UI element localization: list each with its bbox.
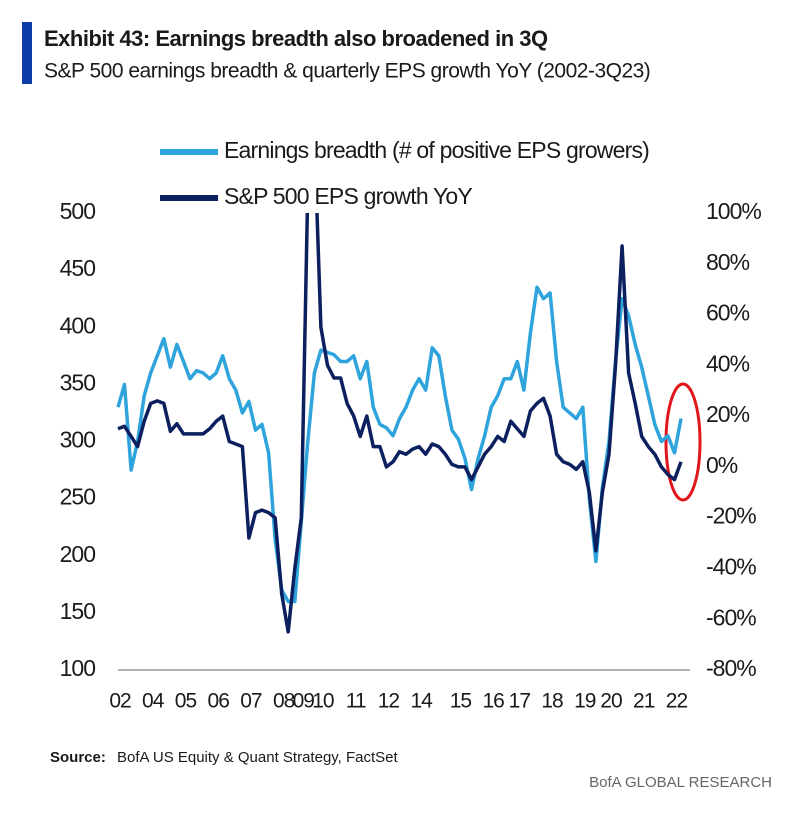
x-tick-label: 10 — [312, 690, 334, 713]
x-tick-label: 02 — [109, 690, 131, 713]
y2-tick-label: -60% — [706, 604, 756, 630]
x-tick-label: 19 — [574, 690, 596, 713]
legend-label: S&P 500 EPS growth YoY — [224, 183, 472, 209]
y2-tick-label: -20% — [706, 503, 756, 529]
x-tick-label: 08 — [273, 690, 295, 713]
source-label: Source: — [50, 749, 106, 766]
y2-tick-label: -40% — [706, 554, 756, 580]
highlight-ellipse — [664, 382, 702, 502]
y2-tick-label: 80% — [706, 249, 750, 275]
x-tick-label: 22 — [666, 690, 688, 713]
y2-tick-label: 40% — [706, 350, 750, 376]
y-tick-label: 300 — [60, 427, 96, 453]
chart-title: Exhibit 43: Earnings breadth also broade… — [44, 26, 548, 51]
source: BofA US Equity & Quant Strategy, FactSet — [117, 749, 399, 766]
y-tick-label: 150 — [60, 598, 96, 624]
y2-tick-label: -80% — [706, 655, 756, 681]
y-tick-label: 250 — [60, 484, 96, 510]
series-line — [117, 213, 683, 634]
y-tick-label: 400 — [60, 312, 96, 338]
y-tick-label: 200 — [60, 541, 96, 567]
y-tick-label: 450 — [60, 255, 96, 281]
x-tick-label: 04 — [142, 690, 165, 713]
x-tick-label: 14 — [410, 690, 433, 713]
y2-tick-label: 20% — [706, 401, 750, 427]
y2-tick-label: 0% — [706, 452, 738, 478]
y2-tick-label: 100% — [706, 198, 761, 224]
x-tick-label: 21 — [633, 690, 655, 713]
y2-tick-label: 60% — [706, 300, 750, 326]
x-tick-label: 07 — [240, 690, 262, 713]
y-tick-label: 500 — [60, 198, 96, 224]
title-bar — [22, 22, 32, 84]
x-tick-label: 17 — [509, 690, 531, 713]
y-tick-label: 350 — [60, 369, 96, 395]
x-tick-label: 16 — [482, 690, 504, 713]
x-tick-label: 11 — [346, 690, 366, 713]
x-tick-label: 18 — [541, 690, 563, 713]
chart-subtitle: S&P 500 earnings breadth & quarterly EPS… — [44, 60, 650, 83]
x-tick-label: 09 — [293, 690, 315, 713]
y-tick-label: 100 — [60, 655, 96, 681]
x-tick-label: 12 — [378, 690, 400, 713]
x-tick-label: 05 — [175, 690, 197, 713]
legend-label: Earnings breadth (# of positive EPS grow… — [224, 137, 649, 163]
x-tick-label: 15 — [450, 690, 472, 713]
footer: BofA GLOBAL RESEARCH — [589, 774, 772, 791]
x-tick-label: 20 — [600, 690, 622, 713]
x-tick-label: 06 — [208, 690, 230, 713]
series-line — [116, 285, 683, 604]
